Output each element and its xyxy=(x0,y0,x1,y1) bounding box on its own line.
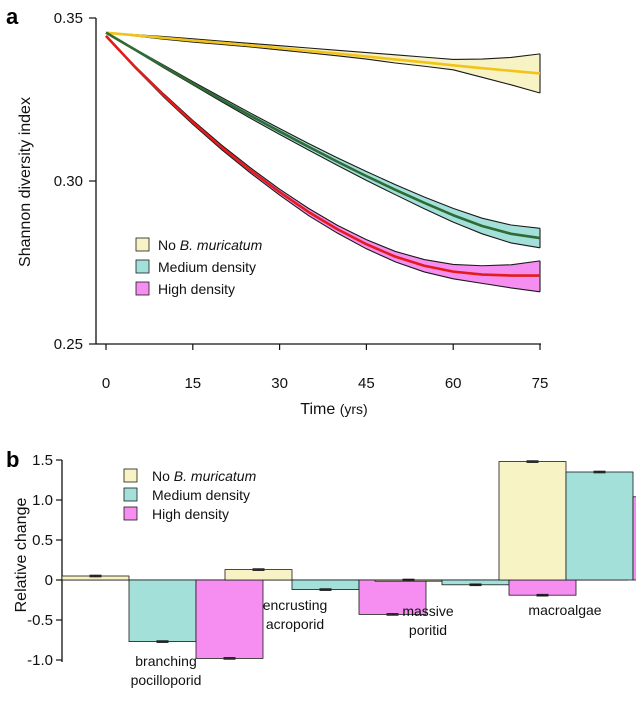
legend-b-swatch-no-bm xyxy=(123,468,138,483)
band-a-lower-edge-0 xyxy=(105,32,541,94)
panel-b-category-labels: branching pocilloporid encrusting acroporid… xyxy=(131,597,602,688)
legend-b-label-no-bm-italic: B. muricatum xyxy=(174,468,257,484)
panel-b-y-ticks: -1.0 -0.5 0 0.5 1.0 1.5 xyxy=(27,452,62,669)
tick-label-a-x-3: 45 xyxy=(358,375,375,392)
category-label-0: branching pocilloporid xyxy=(131,653,202,688)
legend-b-swatch-high xyxy=(123,506,138,521)
category-label-0-line-1: pocilloporid xyxy=(131,672,202,688)
panel-b-label: b xyxy=(6,447,19,472)
category-label-2: massive poritid xyxy=(402,603,454,638)
line-a-mean-2 xyxy=(105,35,540,277)
line-a-mean-0 xyxy=(105,31,541,75)
tick-label-a-x-2: 30 xyxy=(271,375,288,392)
legend-a-label-high: High density xyxy=(158,281,235,297)
legend-a-swatch-high xyxy=(135,281,150,296)
legend-a-swatch-medium xyxy=(135,259,150,274)
panel-a-y-axis-title: Shannon diversity index xyxy=(17,97,34,267)
legend-a-swatch-no-bm xyxy=(135,237,150,252)
category-label-2-line-0: massive xyxy=(402,603,454,619)
panel-a-x-axis-title: Time (yrs) xyxy=(300,401,367,418)
tick-label-b-y-0: -1.0 xyxy=(27,652,53,669)
tick-label-a-x-5: 75 xyxy=(532,375,549,392)
bar-3-1 xyxy=(565,471,634,581)
panel-a-confidence-bands xyxy=(105,32,541,293)
bar-2-2 xyxy=(508,579,577,596)
bar-1-2 xyxy=(358,579,427,615)
tick-label-a-y-1: 0.30 xyxy=(54,173,83,190)
bar-3-0 xyxy=(498,461,567,581)
legend-b-label-no-bm: No B. muricatum xyxy=(152,468,257,484)
band-a-upper-edge-0 xyxy=(105,32,541,60)
tick-label-b-y-1: -0.5 xyxy=(27,612,53,629)
bar-1-1 xyxy=(291,579,360,591)
band-a-upper-edge-2 xyxy=(105,35,541,267)
panel-a-x-axis-title-main: Time xyxy=(300,401,335,418)
panel-a-line-chart: a Shannon diversity index 0 15 30 45 60 75 0.… xyxy=(6,4,548,418)
panel-a-y-ticks: 0.25 0.30 0.35 xyxy=(54,10,96,353)
category-label-2-line-1: poritid xyxy=(409,622,447,638)
panel-a-x-axis-title-unit: (yrs) xyxy=(340,401,368,417)
tick-label-b-y-4: 1.0 xyxy=(32,492,53,509)
tick-label-a-x-1: 15 xyxy=(184,375,201,392)
legend-a-label-no-bm: No B. muricatum xyxy=(158,237,263,253)
legend-b-label-medium: Medium density xyxy=(152,487,250,503)
category-label-1-line-1: acroporid xyxy=(266,616,324,632)
bar-1-0 xyxy=(224,569,293,581)
panel-a-mean-lines xyxy=(105,31,541,277)
legend-a-label-medium: Medium density xyxy=(158,259,256,275)
tick-label-b-y-2: 0 xyxy=(45,572,53,589)
band-a-0 xyxy=(106,32,540,93)
band-a-2 xyxy=(106,35,540,292)
band-a-1 xyxy=(106,32,540,248)
category-label-3-line-0: macroalgae xyxy=(528,602,601,618)
tick-label-a-x-0: 0 xyxy=(102,375,110,392)
panel-b-bar-chart: b Relative change -1.0 -0.5 0 0.5 1.0 1.5 bra… xyxy=(6,447,636,688)
band-a-lower-edge-2 xyxy=(105,35,541,293)
panel-a-label: a xyxy=(6,4,19,29)
tick-label-a-y-0: 0.25 xyxy=(54,336,83,353)
legend-a-label-no-bm-italic: B. muricatum xyxy=(180,237,263,253)
panel-a-x-ticks: 0 15 30 45 60 75 xyxy=(102,344,549,392)
panel-b-y-axis-title: Relative change xyxy=(13,498,30,613)
legend-b-label-no-bm-prefix: No xyxy=(152,468,174,484)
category-label-0-line-0: branching xyxy=(135,653,197,669)
panel-a-legend: No B. muricatum Medium density High dens… xyxy=(135,237,263,297)
legend-b-label-high: High density xyxy=(152,506,229,522)
legend-a-label-no-bm-prefix: No xyxy=(158,237,180,253)
tick-label-b-y-3: 0.5 xyxy=(32,532,53,549)
category-label-1: encrusting acroporid xyxy=(263,597,328,632)
line-a-mean-1 xyxy=(105,31,541,240)
tick-label-a-x-4: 60 xyxy=(445,375,462,392)
legend-b-swatch-medium xyxy=(123,487,138,502)
category-label-3: macroalgae xyxy=(528,602,601,618)
panel-b-bars xyxy=(61,460,636,660)
bar-0-1 xyxy=(128,579,197,642)
bar-3-2 xyxy=(632,496,636,581)
category-label-1-line-0: encrusting xyxy=(263,597,328,613)
bar-0-2 xyxy=(195,579,264,659)
panel-b-legend: No B. muricatum Medium density High dens… xyxy=(123,468,257,522)
tick-label-b-y-5: 1.5 xyxy=(32,452,53,469)
tick-label-a-y-2: 0.35 xyxy=(54,10,83,27)
